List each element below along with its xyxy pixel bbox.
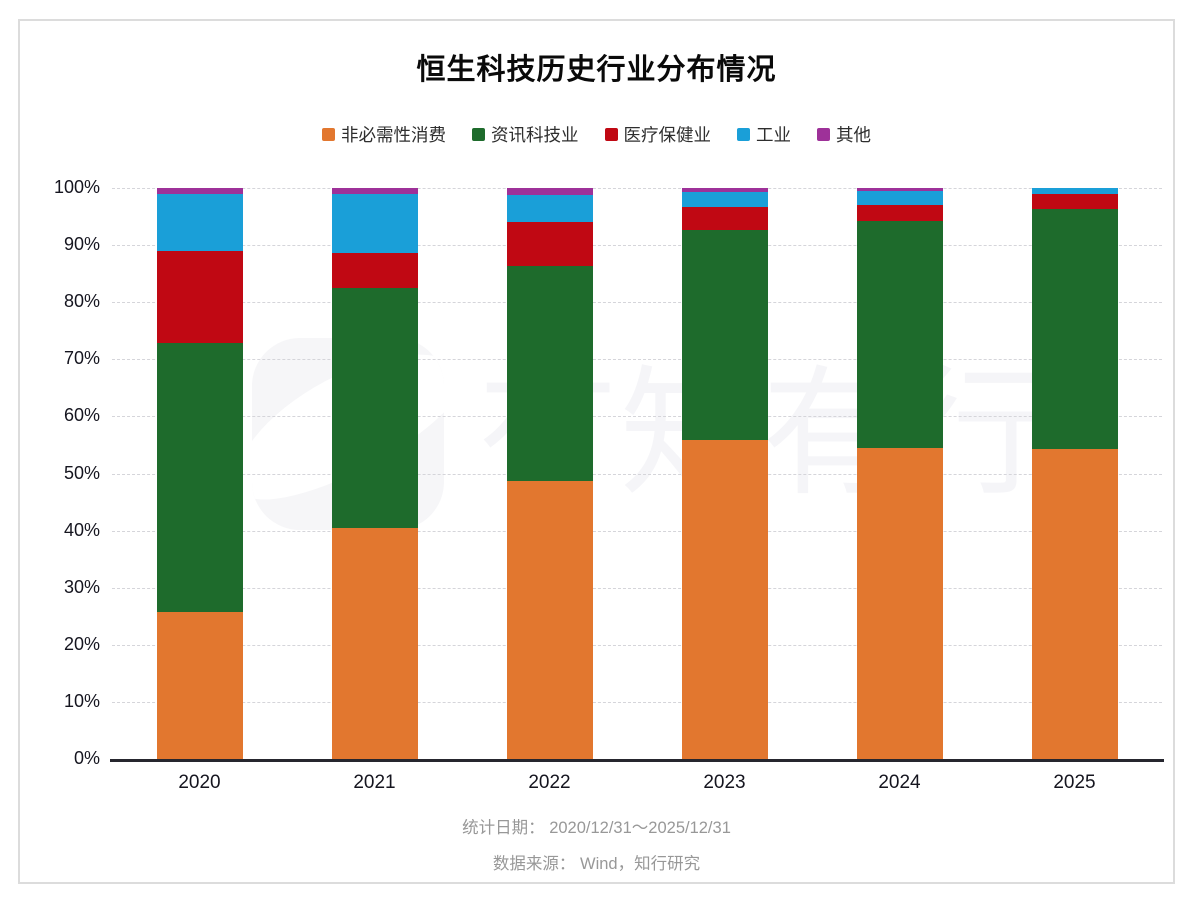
y-tick-label: 70% xyxy=(63,348,100,369)
bar-segment-非必需性消费 xyxy=(681,440,768,759)
gridline xyxy=(112,473,1162,475)
legend-item: 医疗保健业 xyxy=(604,122,712,147)
stacked-bar-2021 xyxy=(331,188,418,759)
bar-segment-资讯科技业 xyxy=(506,265,593,481)
x-tick-label: 2024 xyxy=(878,772,921,793)
bar-segment-资讯科技业 xyxy=(856,220,943,448)
y-tick-label: 60% xyxy=(63,405,100,426)
y-tick-label: 100% xyxy=(53,177,100,198)
bar-segment-非必需性消费 xyxy=(1031,448,1118,759)
bar-segment-其他 xyxy=(681,188,768,193)
stacked-bar-2024 xyxy=(856,188,943,759)
legend-swatch-icon xyxy=(322,128,335,141)
bar-segment-非必需性消费 xyxy=(156,611,243,759)
bar-segment-工业 xyxy=(506,194,593,222)
gridline xyxy=(112,644,1162,646)
bar-segment-工业 xyxy=(331,194,418,253)
bar-segment-工业 xyxy=(681,192,768,208)
legend: 非必需性消费 资讯科技业 医疗保健业 工业 其他 xyxy=(20,122,1173,147)
gridline xyxy=(112,587,1162,589)
bar-segment-资讯科技业 xyxy=(331,287,418,528)
bar-segment-医疗保健业 xyxy=(856,204,943,221)
bar-segment-医疗保健业 xyxy=(331,252,418,288)
x-tick-label: 2020 xyxy=(178,772,221,793)
bar-segment-资讯科技业 xyxy=(681,230,768,441)
gridline xyxy=(112,701,1162,703)
stacked-bar-2022 xyxy=(506,188,593,759)
y-tick-label: 10% xyxy=(63,690,100,711)
legend-label: 资讯科技业 xyxy=(491,125,579,145)
bar-segment-医疗保健业 xyxy=(506,221,593,266)
bar-segment-工业 xyxy=(1031,188,1118,195)
bar-segment-非必需性消费 xyxy=(331,527,418,759)
bar-segment-资讯科技业 xyxy=(156,343,243,612)
legend-swatch-icon xyxy=(817,128,830,141)
legend-swatch-icon xyxy=(604,128,618,141)
x-tick-label: 2022 xyxy=(528,772,571,793)
y-tick-label: 50% xyxy=(63,462,100,483)
bar-segment-其他 xyxy=(856,188,943,192)
gridline xyxy=(112,530,1162,532)
y-tick-label: 0% xyxy=(73,748,100,769)
y-tick-label: 90% xyxy=(63,234,100,255)
bar-segment-其他 xyxy=(156,188,243,194)
x-tick-label: 2023 xyxy=(703,772,746,793)
y-tick-label: 30% xyxy=(63,576,100,597)
x-tick-label: 2025 xyxy=(1053,772,1096,793)
plot-area: 有知有行 100%90%80%70%60%50%40%30%20%10%0%20… xyxy=(54,177,1164,793)
chart-title: 恒生科技历史行业分布情况 xyxy=(416,54,777,86)
legend-label: 非必需性消费 xyxy=(341,125,446,145)
gridline xyxy=(112,359,1162,361)
gridline xyxy=(112,302,1162,304)
legend-swatch-icon xyxy=(472,128,485,141)
gridline xyxy=(112,188,1162,189)
bar-segment-医疗保健业 xyxy=(1031,194,1118,210)
x-axis-line xyxy=(110,759,1164,762)
gridline xyxy=(112,416,1162,418)
x-tick-label: 2021 xyxy=(353,772,396,793)
bar-segment-工业 xyxy=(856,191,943,205)
legend-item: 其他 xyxy=(817,122,871,147)
bar-segment-非必需性消费 xyxy=(506,480,593,759)
bar-segment-资讯科技业 xyxy=(1031,209,1118,449)
bar-segment-医疗保健业 xyxy=(681,207,768,231)
legend-item: 非必需性消费 xyxy=(322,122,446,147)
legend-item: 工业 xyxy=(737,122,791,147)
bar-segment-其他 xyxy=(331,188,418,195)
bar-segment-其他 xyxy=(506,188,593,195)
legend-label: 医疗保健业 xyxy=(623,125,712,145)
stacked-bar-2020 xyxy=(156,188,243,759)
legend-item: 资讯科技业 xyxy=(472,122,579,147)
stacked-bar-2025 xyxy=(1031,188,1118,759)
y-tick-label: 20% xyxy=(63,633,100,654)
legend-label: 其他 xyxy=(836,125,871,145)
bar-segment-工业 xyxy=(156,193,243,252)
footer-date-range: 统计日期： 2020/12/31～2025/12/31 xyxy=(462,819,731,837)
legend-label: 工业 xyxy=(756,125,791,145)
stacked-bar-2023 xyxy=(681,188,768,759)
bar-segment-医疗保健业 xyxy=(156,251,243,344)
legend-swatch-icon xyxy=(737,128,750,141)
bar-segment-非必需性消费 xyxy=(856,447,943,759)
gridline xyxy=(112,245,1162,247)
footer-data-source: 数据来源： Wind，知行研究 xyxy=(492,855,701,873)
y-tick-label: 40% xyxy=(63,519,100,540)
y-tick-label: 80% xyxy=(63,291,100,312)
